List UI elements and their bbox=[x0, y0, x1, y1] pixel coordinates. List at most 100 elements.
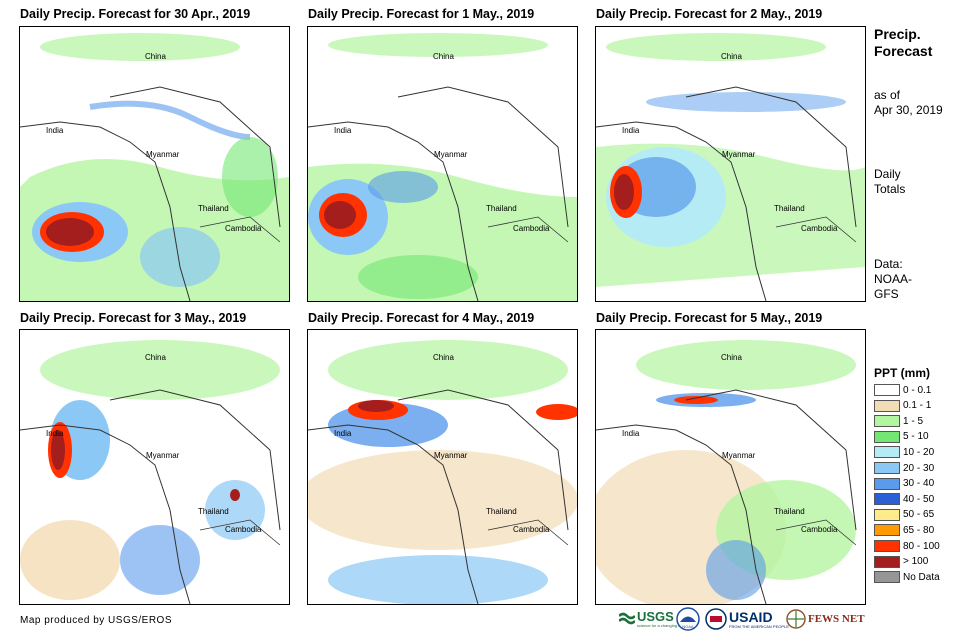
data-source: Data: NOAA- GFS bbox=[874, 257, 912, 302]
place-china-2: China bbox=[433, 52, 454, 61]
map-panel-3: China India Myanmar Thailand Cambodia bbox=[595, 26, 866, 302]
usgs-wordmark: USGS bbox=[637, 609, 674, 624]
legend-item: > 100 bbox=[874, 555, 928, 569]
place-china-4: China bbox=[145, 353, 166, 362]
precip-map-2: China India Myanmar Thailand Cambodia bbox=[308, 33, 577, 301]
panel-title-2: Daily Precip. Forecast for 1 May., 2019 bbox=[308, 7, 535, 21]
place-cambodia-4: Cambodia bbox=[225, 525, 262, 534]
data-source-line2: NOAA- bbox=[874, 272, 913, 286]
place-cambodia-2: Cambodia bbox=[513, 224, 550, 233]
place-cambodia-6: Cambodia bbox=[801, 525, 838, 534]
legend-label: 0.1 - 1 bbox=[903, 400, 932, 412]
legend-swatch bbox=[874, 430, 900, 443]
legend-label: 20 - 30 bbox=[903, 462, 935, 474]
legend-item: 30 - 40 bbox=[874, 477, 934, 491]
map-panel-4: China India Myanmar Thailand Cambodia bbox=[19, 329, 290, 605]
place-myanmar-2: Myanmar bbox=[434, 150, 468, 159]
legend-item: 80 - 100 bbox=[874, 539, 940, 553]
precip-map-5: China India Myanmar Thailand Cambodia bbox=[308, 340, 577, 604]
legend-label: 40 - 50 bbox=[903, 493, 935, 505]
place-india-1: India bbox=[46, 126, 64, 135]
place-india-2: India bbox=[334, 126, 352, 135]
legend-swatch bbox=[874, 524, 900, 537]
legend-item: No Data bbox=[874, 570, 940, 584]
sidebar-title-line1: Precip. bbox=[874, 26, 921, 42]
legend-item: 0.1 - 1 bbox=[874, 399, 931, 413]
place-myanmar-1: Myanmar bbox=[146, 150, 180, 159]
place-thailand-1: Thailand bbox=[198, 204, 229, 213]
legend-swatch bbox=[874, 493, 900, 506]
daily-totals-line2: Totals bbox=[874, 182, 906, 196]
panel-title-1: Daily Precip. Forecast for 30 Apr., 2019 bbox=[20, 7, 251, 21]
place-china-5: China bbox=[433, 353, 454, 362]
legend-item: 50 - 65 bbox=[874, 508, 934, 522]
sidebar-title: Precip. Forecast bbox=[874, 26, 932, 60]
legend-swatch bbox=[874, 555, 900, 568]
place-india-5: India bbox=[334, 429, 352, 438]
as-of-label: as of bbox=[874, 88, 901, 102]
precip-map-3: China India Myanmar Thailand Cambodia bbox=[596, 33, 865, 301]
precip-map-4: China India Myanmar Thailand Cambodia bbox=[20, 340, 281, 604]
precip-map-6: China India Myanmar Thailand Cambodia bbox=[596, 340, 857, 604]
noaa-logo: NOAA bbox=[676, 606, 700, 632]
place-myanmar-5: Myanmar bbox=[434, 451, 468, 460]
legend-label: 80 - 100 bbox=[903, 540, 940, 552]
usgs-tagline: science for a changing world bbox=[637, 623, 688, 628]
legend-swatch bbox=[874, 540, 900, 552]
legend-swatch bbox=[874, 446, 900, 459]
legend-item: 10 - 20 bbox=[874, 445, 934, 459]
legend-swatch bbox=[874, 508, 900, 521]
legend-label: 65 - 80 bbox=[903, 524, 935, 536]
place-myanmar-3: Myanmar bbox=[722, 150, 756, 159]
legend-label: 1 - 5 bbox=[903, 415, 924, 427]
fewsnet-logo: FEWS NET bbox=[786, 606, 865, 632]
map-panel-1: China India Myanmar Thailand Cambodia bbox=[19, 26, 290, 302]
panel-title-4: Daily Precip. Forecast for 3 May., 2019 bbox=[20, 311, 247, 325]
sidebar-title-line2: Forecast bbox=[874, 43, 933, 59]
legend-label: 0 - 0.1 bbox=[903, 384, 932, 396]
fewsnet-wordmark: FEWS NET bbox=[808, 613, 865, 625]
place-india-6: India bbox=[622, 429, 640, 438]
legend-item: 20 - 30 bbox=[874, 461, 934, 475]
place-cambodia-5: Cambodia bbox=[513, 525, 550, 534]
credit-text: Map produced by USGS/EROS bbox=[20, 615, 173, 626]
usaid-tagline: FROM THE AMERICAN PEOPLE bbox=[729, 623, 789, 629]
legend-swatch bbox=[874, 415, 900, 428]
place-cambodia-3: Cambodia bbox=[801, 224, 838, 233]
precip-map-1: China India Myanmar Thailand Cambodia bbox=[20, 33, 289, 301]
legend-item: 65 - 80 bbox=[874, 523, 934, 537]
map-panel-6: China India Myanmar Thailand Cambodia bbox=[595, 329, 866, 605]
noaa-wordmark: NOAA bbox=[682, 624, 694, 629]
place-thailand-4: Thailand bbox=[198, 507, 229, 516]
legend-label: 30 - 40 bbox=[903, 478, 935, 490]
legend-item: 1 - 5 bbox=[874, 414, 923, 428]
panel-title-3: Daily Precip. Forecast for 2 May., 2019 bbox=[596, 7, 823, 21]
place-thailand-6: Thailand bbox=[774, 507, 805, 516]
legend-label: 10 - 20 bbox=[903, 446, 935, 458]
place-india-4: India bbox=[46, 429, 64, 438]
legend-label: 5 - 10 bbox=[903, 431, 929, 443]
place-cambodia-1: Cambodia bbox=[225, 224, 262, 233]
place-thailand-3: Thailand bbox=[774, 204, 805, 213]
legend-swatch bbox=[874, 399, 900, 412]
legend-item: 0 - 0.1 bbox=[874, 383, 931, 397]
place-china-3: China bbox=[721, 52, 742, 61]
legend-label: No Data bbox=[903, 571, 940, 583]
daily-totals: Daily Totals bbox=[874, 167, 905, 197]
legend-label: > 100 bbox=[903, 556, 929, 568]
place-thailand-5: Thailand bbox=[486, 507, 517, 516]
legend-title: PPT (mm) bbox=[874, 366, 931, 380]
legend-item: 40 - 50 bbox=[874, 492, 934, 506]
usgs-wave-icon bbox=[619, 612, 635, 625]
legend-swatch bbox=[874, 384, 900, 396]
legend-label: 50 - 65 bbox=[903, 509, 935, 521]
panel-title-6: Daily Precip. Forecast for 5 May., 2019 bbox=[596, 311, 823, 325]
noaa-seal-icon: NOAA bbox=[676, 607, 700, 631]
place-thailand-2: Thailand bbox=[486, 204, 517, 213]
place-china-6: China bbox=[721, 353, 742, 362]
usaid-wordmark: USAID bbox=[729, 608, 773, 625]
place-myanmar-4: Myanmar bbox=[146, 451, 180, 460]
place-china-1: China bbox=[145, 52, 166, 61]
place-india-3: India bbox=[622, 126, 640, 135]
legend-item: 5 - 10 bbox=[874, 430, 929, 444]
